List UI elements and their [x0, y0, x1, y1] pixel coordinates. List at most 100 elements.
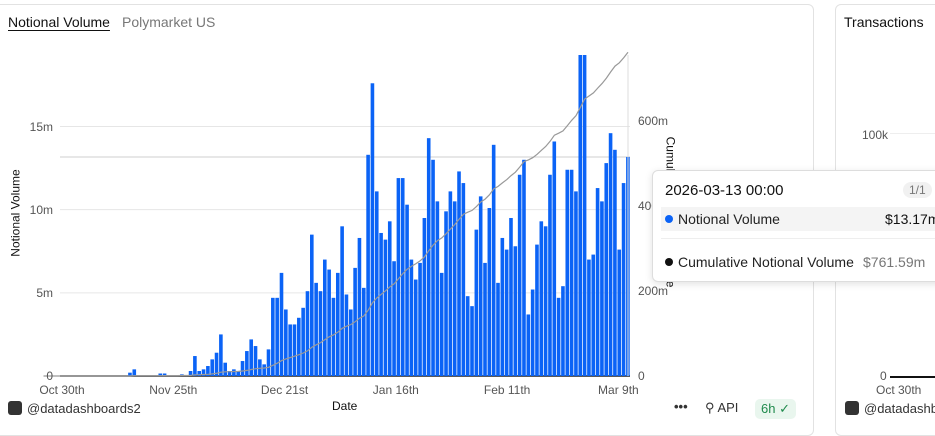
y-tick-label: 0 [46, 369, 53, 383]
bar-2026-03-10 [608, 133, 613, 376]
bar-2025-12-11 [223, 362, 228, 376]
bar-2025-12-07 [206, 366, 210, 376]
bar-2026-01-21 [400, 178, 405, 376]
bar-2025-12-08 [210, 359, 215, 376]
bar-2025-12-06 [201, 369, 206, 376]
y-tick-label: 15m [29, 119, 53, 134]
bar-2025-12-28 [297, 317, 301, 376]
more-options-button[interactable]: ••• [674, 399, 688, 414]
bar-2026-01-02 [318, 291, 323, 376]
author-link[interactable]: @datadashboards2 [8, 401, 141, 416]
bar-2026-01-23 [409, 259, 414, 376]
bar-2025-12-18 [253, 346, 258, 376]
bar-2026-02-28 [565, 169, 570, 376]
bar-2026-02-25 [552, 141, 557, 376]
bar-2026-02-17 [517, 174, 522, 376]
y-tick-label: 10m [29, 202, 53, 217]
bar-2026-03-13 [621, 183, 626, 376]
bar-2026-01-15 [374, 191, 379, 376]
bar-2026-03-06 [591, 254, 596, 376]
bar-2026-03-04 [582, 55, 587, 376]
bar-2026-01-22 [405, 204, 409, 376]
x-tick-label: Jan 16th [372, 383, 419, 397]
author-name: @datadashb [864, 401, 935, 416]
bar-2026-01-27 [426, 138, 431, 376]
bar-2026-02-19 [526, 314, 531, 376]
refresh-interval: 6h [761, 401, 776, 416]
avatar [8, 401, 22, 415]
bar-2026-01-01 [314, 282, 318, 376]
bar-2026-01-31 [444, 211, 448, 376]
refresh-badge[interactable]: 6h ✓ [755, 399, 796, 419]
avatar [845, 401, 859, 415]
bar-2025-12-30 [305, 291, 310, 376]
api-button[interactable]: ⚲ API [705, 400, 738, 416]
bar-2026-02-16 [513, 246, 518, 376]
chart-subtitle-tab[interactable]: Polymarket US [122, 14, 216, 30]
bar-2026-01-29 [435, 201, 440, 376]
y2-tick-label: 0 [638, 369, 645, 383]
bar-2026-02-15 [509, 217, 513, 376]
bar-2026-01-03 [323, 259, 327, 376]
bar-2025-12-10 [219, 334, 223, 376]
bar-2026-02-06 [470, 306, 474, 376]
tooltip-label: Notional Volume [678, 211, 780, 227]
bar-2026-02-21 [535, 244, 539, 376]
bar-2026-02-26 [556, 297, 561, 376]
bar-2026-03-07 [595, 188, 600, 376]
bar-2025-12-14 [236, 371, 240, 376]
bar-2025-12-15 [240, 361, 245, 376]
bar-2026-01-11 [357, 237, 362, 376]
tooltip-divider [661, 238, 935, 239]
x-tick-label: Mar 9th [598, 383, 639, 397]
bar-2026-01-24 [413, 279, 418, 376]
bar-2026-01-06 [335, 272, 340, 376]
bar-2026-01-25 [418, 262, 422, 376]
bar-2026-03-05 [587, 259, 591, 376]
tooltip-value: $13.17m [885, 211, 935, 227]
tooltip-row-cumulative: Cumulative Notional Volume $761.59m [661, 250, 935, 274]
bar-2025-12-16 [245, 351, 249, 376]
bar-2026-02-08 [478, 196, 483, 376]
bar-2026-01-09 [348, 309, 353, 376]
bar-2026-03-03 [578, 55, 583, 376]
tooltip-row-notional-volume: Notional Volume $13.17m [661, 207, 935, 231]
y2-tick-label: 600m [638, 113, 669, 128]
bar-2026-02-14 [504, 249, 509, 376]
author-name: @datadashboards2 [27, 401, 141, 416]
bar-2026-01-12 [361, 287, 366, 376]
side-y-tick: 100k [862, 128, 889, 142]
api-plug-icon: ⚲ [705, 400, 715, 415]
side-baseline [890, 376, 935, 378]
bar-2026-02-07 [474, 229, 479, 376]
bar-2026-02-23 [543, 226, 548, 376]
y2-tick-label: 200m [638, 283, 669, 298]
bar-2025-12-12 [227, 371, 232, 376]
bar-2026-01-17 [383, 239, 388, 376]
bar-2026-03-09 [604, 163, 609, 376]
chart-title-tab[interactable]: Notional Volume [8, 14, 110, 30]
transactions-title[interactable]: Transactions [844, 14, 924, 30]
bar-2026-02-13 [500, 237, 505, 376]
bar-2026-01-18 [387, 221, 392, 376]
bar-2026-03-01 [569, 169, 574, 376]
bar-2025-12-03 [188, 371, 193, 376]
bar-2026-02-27 [561, 286, 565, 376]
bar-2025-12-09 [214, 352, 219, 376]
bar-2026-03-12 [617, 249, 622, 376]
series-dot-icon [665, 215, 673, 223]
bar-2025-12-04 [193, 356, 197, 376]
tooltip-pagination: 1/1 [903, 182, 932, 198]
bar-2026-02-20 [530, 289, 535, 376]
side-author-link[interactable]: @datadashb [845, 401, 935, 416]
bar-2026-01-28 [431, 159, 435, 376]
tooltip-date: 2026-03-13 00:00 [665, 182, 784, 199]
bar-2026-01-26 [422, 217, 427, 376]
side-x-tick: Oct 30th [876, 383, 922, 397]
check-circle-icon: ✓ [779, 401, 790, 416]
bar-2026-03-08 [600, 201, 604, 376]
side-gridline [890, 133, 935, 134]
tooltip-label: Cumulative Notional Volume [678, 254, 854, 270]
bar-2026-01-14 [370, 83, 375, 377]
bar-2025-11-26 [158, 373, 163, 376]
